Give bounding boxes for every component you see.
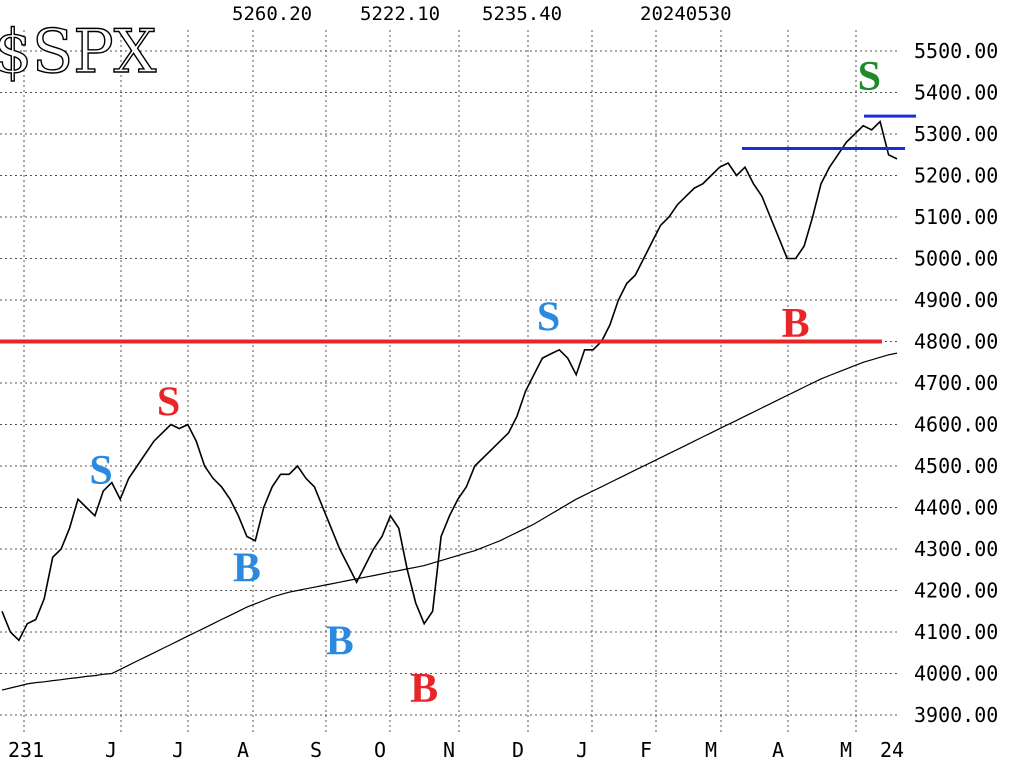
x-tick-label: A	[772, 738, 784, 762]
signal-label: B	[326, 618, 354, 664]
signal-label: S	[858, 54, 881, 100]
moving-average-line	[1, 352, 898, 691]
header-high: 5260.20	[232, 3, 312, 25]
header-close: 5235.40	[482, 3, 562, 25]
x-tick-label: A	[237, 738, 249, 762]
x-tick-label: O	[374, 738, 386, 762]
signal-label: S	[89, 448, 112, 494]
y-tick-label: 5500.00	[914, 39, 998, 63]
y-tick-label: 3900.00	[914, 703, 998, 727]
signal-label: B	[410, 666, 438, 712]
horizontal-lines	[0, 114, 916, 344]
y-tick-label: 4500.00	[914, 454, 998, 478]
y-tick-label: 4900.00	[914, 288, 998, 312]
x-tick-label: 24	[880, 738, 904, 762]
y-tick-label: 4800.00	[914, 330, 998, 354]
x-axis-ticks: 231 J J A S O N D J F M A M 24	[8, 738, 904, 762]
y-tick-label: 4600.00	[914, 413, 998, 437]
y-axis-ticks: 3900.00 4000.00 4100.00 4200.00 4300.00 4400.…	[914, 39, 998, 727]
y-tick-label: 4400.00	[914, 496, 998, 520]
x-tick-label: M	[705, 738, 717, 762]
y-tick-label: 4300.00	[914, 537, 998, 561]
x-tick-label: 231	[8, 738, 44, 762]
y-tick-label: 4100.00	[914, 620, 998, 644]
chart-title: $SPX	[0, 17, 157, 87]
chart-grid	[0, 30, 900, 733]
x-tick-label: D	[512, 738, 524, 762]
x-tick-label: J	[105, 738, 117, 762]
x-tick-label: S	[310, 738, 322, 762]
signal-label: S	[537, 295, 560, 341]
y-tick-label: 4000.00	[914, 662, 998, 686]
signal-label: B	[233, 546, 261, 592]
x-tick-label: J	[172, 738, 184, 762]
header-low: 5222.10	[360, 3, 440, 25]
y-tick-label: 5200.00	[914, 164, 998, 188]
x-tick-label: M	[840, 738, 852, 762]
x-tick-label: J	[576, 738, 588, 762]
signal-label: S	[157, 380, 180, 426]
y-tick-label: 5400.00	[914, 81, 998, 105]
y-tick-label: 4700.00	[914, 371, 998, 395]
series-lines	[1, 119, 898, 691]
signal-label: B	[782, 301, 810, 347]
y-tick-label: 5100.00	[914, 205, 998, 229]
y-tick-label: 5000.00	[914, 247, 998, 271]
header-date: 20240530	[640, 3, 732, 25]
price-line	[1, 119, 898, 642]
x-tick-label: N	[443, 738, 455, 762]
y-tick-label: 5300.00	[914, 122, 998, 146]
x-tick-label: F	[640, 738, 652, 762]
y-tick-label: 4200.00	[914, 579, 998, 603]
